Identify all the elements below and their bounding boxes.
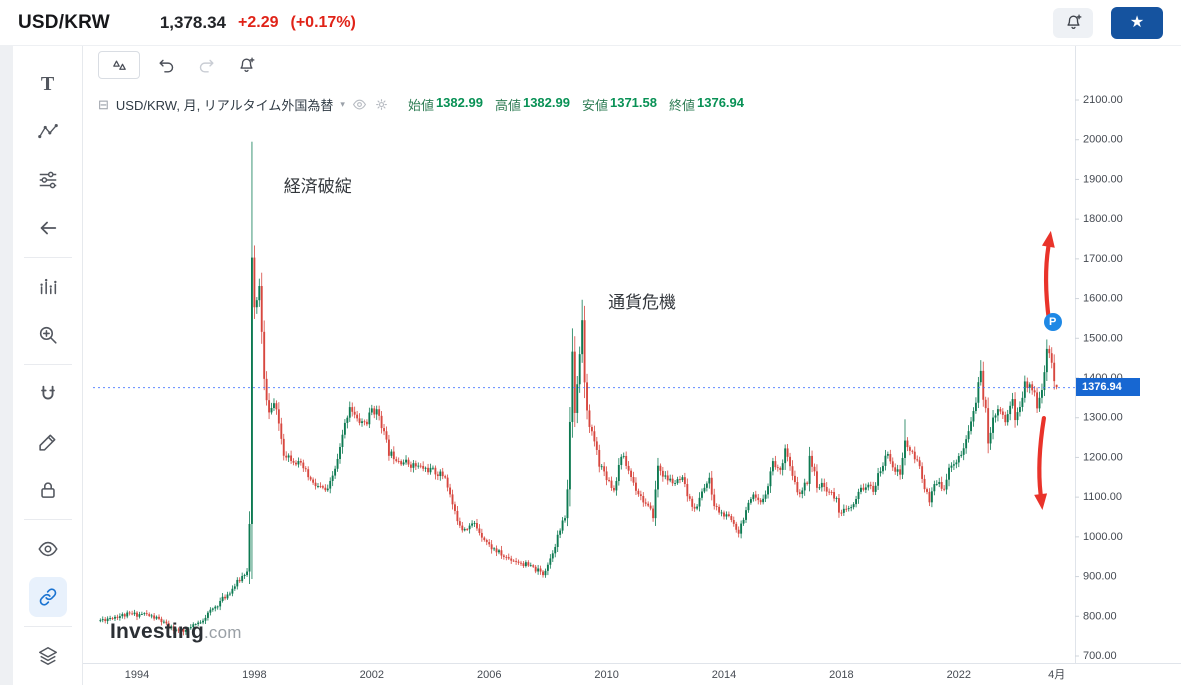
- compare-button[interactable]: [98, 51, 140, 79]
- zoom-in-icon: [37, 324, 59, 346]
- tool-zoom-in[interactable]: [29, 315, 67, 355]
- add-alert-button[interactable]: [232, 51, 260, 79]
- investing-watermark: Investing.com: [110, 620, 242, 644]
- redo-button[interactable]: [192, 51, 220, 79]
- pencil-icon: [37, 431, 59, 453]
- link-icon: [37, 586, 59, 608]
- tool-lock-drawings[interactable]: [29, 470, 67, 510]
- bars-forecast-icon: [37, 276, 59, 298]
- sidebar-divider: [23, 519, 72, 520]
- redo-icon: [197, 56, 216, 75]
- magnet-icon: [37, 383, 59, 405]
- sidebar-divider: [23, 626, 72, 627]
- tool-hide-panel[interactable]: [29, 208, 67, 248]
- tool-link[interactable]: [28, 577, 67, 617]
- chart-panel: ⊟ USD/KRW, 月, リアルタイム外国為替 ▾ 始値 1382.99 高値 1…: [82, 46, 1181, 685]
- ohlc-readout: 始値 1382.99 高値 1382.99 安値 1371.58 終値 1376.94: [408, 95, 744, 114]
- alert-plus-icon: [237, 56, 256, 75]
- chevron-down-icon: ▾: [340, 99, 345, 109]
- price-change-percent: (+0.17%): [290, 13, 356, 31]
- tool-bars-pattern[interactable]: [29, 267, 67, 307]
- tool-drawing[interactable]: [29, 422, 67, 462]
- collapse-legend-button[interactable]: ⊟: [98, 96, 109, 112]
- open-value: 1382.99: [435, 95, 483, 110]
- chart-text-annotation-1[interactable]: 経済破綻: [283, 176, 352, 196]
- high-value: 1382.99: [522, 95, 570, 110]
- eye-icon: [37, 538, 59, 560]
- high-label: 高値: [494, 98, 521, 113]
- last-price-axis-label: 1376.94: [1076, 378, 1140, 397]
- watchlist-star-button[interactable]: ★: [1111, 6, 1163, 39]
- sliders-icon: [37, 169, 59, 191]
- position-marker[interactable]: P: [1043, 313, 1062, 331]
- open-label: 始値: [407, 98, 434, 113]
- price-change: +2.29: [238, 13, 279, 31]
- tool-object-tree[interactable]: [29, 636, 67, 676]
- legend-symbol-title[interactable]: USD/KRW, 月, リアルタイム外国為替: [115, 98, 334, 113]
- drawing-toolbar: T: [0, 46, 83, 685]
- undo-button[interactable]: [152, 51, 180, 79]
- symbol-title: USD/KRW: [18, 11, 110, 33]
- legend-visibility-icon[interactable]: [352, 97, 367, 112]
- instrument-header: USD/KRW 1,378.34 +2.29 (+0.17%) ★: [0, 0, 1181, 46]
- tool-magnet[interactable]: [29, 374, 67, 414]
- compare-scales-icon: [110, 56, 129, 75]
- undo-icon: [157, 56, 176, 75]
- left-rail[interactable]: [0, 46, 13, 685]
- tool-indicators[interactable]: [29, 160, 67, 200]
- layers-icon: [37, 645, 59, 667]
- tool-patterns[interactable]: [29, 112, 67, 152]
- last-price: 1,378.34: [159, 12, 227, 32]
- patterns-icon: [37, 121, 59, 143]
- low-label: 安値: [581, 98, 608, 113]
- create-alert-button[interactable]: [1053, 7, 1093, 38]
- chart-toolbar: [98, 51, 260, 79]
- text-tool-icon: T: [40, 73, 55, 95]
- chart-text-annotation-2[interactable]: 通貨危機: [608, 292, 677, 312]
- sidebar-divider: [23, 364, 72, 365]
- arrow-left-icon: [37, 217, 59, 239]
- sidebar-divider: [23, 257, 72, 258]
- close-label: 終値: [668, 98, 695, 113]
- lock-icon: [37, 479, 59, 501]
- watermark-brand: Investing: [110, 620, 204, 643]
- legend-settings-gear-icon[interactable]: [374, 97, 389, 112]
- star-icon: ★: [1129, 13, 1145, 31]
- tool-text[interactable]: T: [29, 64, 67, 104]
- low-value: 1371.58: [609, 95, 657, 110]
- tool-hide-drawings[interactable]: [29, 529, 67, 569]
- price-chart-canvas[interactable]: [82, 46, 1181, 685]
- drawing-tools-column: T: [13, 46, 82, 685]
- close-value: 1376.94: [697, 95, 744, 110]
- chart-legend: ⊟ USD/KRW, 月, リアルタイム外国為替 ▾ 始値 1382.99 高値 1…: [98, 95, 744, 114]
- watermark-suffix: .com: [203, 623, 242, 642]
- bell-plus-icon: [1064, 13, 1083, 32]
